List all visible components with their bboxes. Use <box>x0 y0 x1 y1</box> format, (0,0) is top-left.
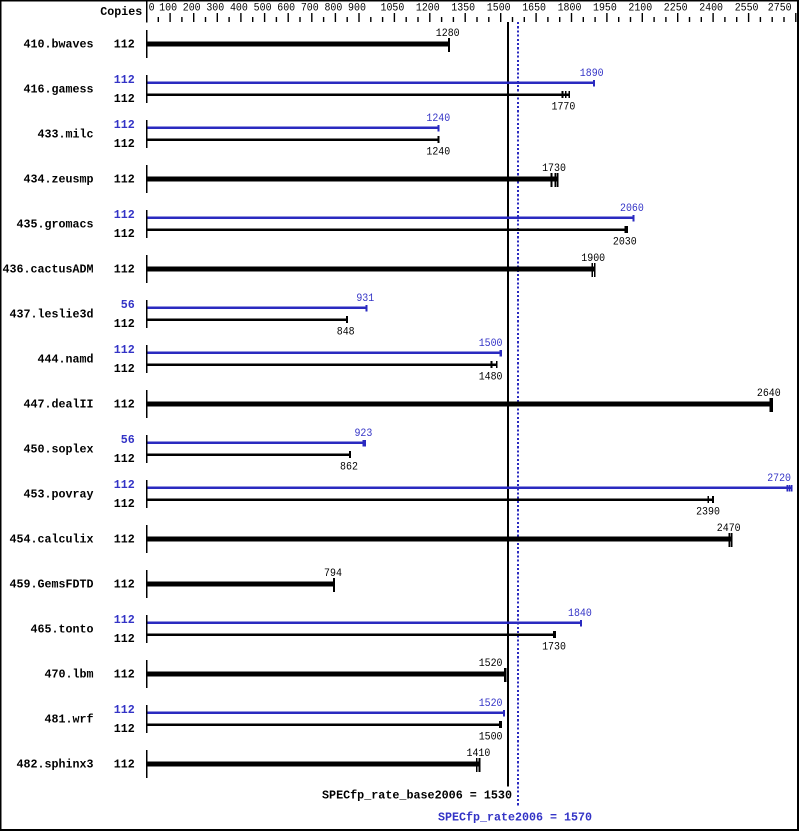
svg-text:112: 112 <box>114 478 135 492</box>
svg-text:465.tonto: 465.tonto <box>31 623 94 637</box>
svg-text:1520: 1520 <box>479 698 503 710</box>
svg-text:931: 931 <box>356 293 374 305</box>
svg-text:112: 112 <box>114 668 135 682</box>
svg-text:2640: 2640 <box>757 388 781 400</box>
svg-text:794: 794 <box>324 568 342 580</box>
svg-text:1900: 1900 <box>581 253 605 265</box>
svg-text:1730: 1730 <box>542 163 566 175</box>
svg-text:2750: 2750 <box>768 2 792 14</box>
svg-text:112: 112 <box>114 73 135 87</box>
svg-text:112: 112 <box>114 613 135 627</box>
svg-text:1500: 1500 <box>487 2 511 14</box>
svg-text:848: 848 <box>337 326 355 338</box>
svg-text:1650: 1650 <box>522 2 546 14</box>
svg-text:200: 200 <box>183 2 201 14</box>
svg-text:436.cactusADM: 436.cactusADM <box>3 263 94 277</box>
svg-text:454.calculix: 454.calculix <box>10 533 95 547</box>
svg-text:800: 800 <box>324 2 342 14</box>
svg-text:1350: 1350 <box>451 2 475 14</box>
svg-text:112: 112 <box>114 208 135 222</box>
svg-text:459.GemsFDTD: 459.GemsFDTD <box>10 578 94 592</box>
svg-text:1950: 1950 <box>593 2 617 14</box>
svg-text:112: 112 <box>114 173 135 187</box>
svg-text:1280: 1280 <box>436 28 460 40</box>
svg-text:Copies: Copies <box>100 5 142 19</box>
svg-text:1480: 1480 <box>479 371 503 383</box>
svg-text:112: 112 <box>114 703 135 717</box>
svg-text:1840: 1840 <box>568 608 592 620</box>
svg-text:1520: 1520 <box>479 658 503 670</box>
svg-text:2390: 2390 <box>696 506 720 518</box>
svg-text:410.bwaves: 410.bwaves <box>24 38 94 52</box>
svg-text:416.gamess: 416.gamess <box>24 83 94 97</box>
svg-text:900: 900 <box>348 2 366 14</box>
svg-text:2470: 2470 <box>717 523 741 535</box>
svg-text:1050: 1050 <box>381 2 405 14</box>
svg-text:112: 112 <box>114 398 135 412</box>
svg-text:2550: 2550 <box>735 2 759 14</box>
svg-text:2250: 2250 <box>664 2 688 14</box>
svg-text:600: 600 <box>277 2 295 14</box>
svg-text:112: 112 <box>114 632 135 646</box>
svg-text:112: 112 <box>114 227 135 241</box>
svg-text:112: 112 <box>114 38 135 52</box>
svg-text:112: 112 <box>114 362 135 376</box>
svg-text:923: 923 <box>354 428 372 440</box>
svg-text:300: 300 <box>206 2 224 14</box>
svg-text:56: 56 <box>121 298 135 312</box>
svg-text:2720: 2720 <box>767 473 791 485</box>
svg-text:112: 112 <box>114 452 135 466</box>
svg-text:112: 112 <box>114 578 135 592</box>
svg-text:1500: 1500 <box>479 338 503 350</box>
svg-text:56: 56 <box>121 433 135 447</box>
svg-text:112: 112 <box>114 497 135 511</box>
svg-text:433.milc: 433.milc <box>38 128 94 142</box>
svg-text:2400: 2400 <box>699 2 723 14</box>
svg-text:1500: 1500 <box>479 731 503 743</box>
svg-text:700: 700 <box>301 2 319 14</box>
svg-text:453.povray: 453.povray <box>24 488 95 502</box>
svg-text:112: 112 <box>114 317 135 331</box>
svg-text:112: 112 <box>114 137 135 151</box>
svg-text:470.lbm: 470.lbm <box>45 668 94 682</box>
svg-text:112: 112 <box>114 263 135 277</box>
svg-text:450.soplex: 450.soplex <box>24 443 95 457</box>
svg-text:112: 112 <box>114 722 135 736</box>
svg-text:0: 0 <box>149 2 155 14</box>
svg-text:481.wrf: 481.wrf <box>45 713 94 727</box>
svg-text:437.leslie3d: 437.leslie3d <box>10 308 94 322</box>
svg-text:444.namd: 444.namd <box>38 353 94 367</box>
svg-text:1730: 1730 <box>542 641 566 653</box>
svg-text:1240: 1240 <box>426 113 450 125</box>
svg-text:100: 100 <box>159 2 177 14</box>
svg-text:447.dealII: 447.dealII <box>24 398 94 412</box>
svg-text:482.sphinx3: 482.sphinx3 <box>17 758 94 772</box>
svg-text:2060: 2060 <box>620 203 644 215</box>
svg-text:862: 862 <box>340 461 358 473</box>
svg-text:1890: 1890 <box>580 68 604 80</box>
svg-text:2100: 2100 <box>628 2 652 14</box>
svg-text:400: 400 <box>230 2 248 14</box>
svg-text:112: 112 <box>114 533 135 547</box>
svg-text:112: 112 <box>114 758 135 772</box>
svg-text:112: 112 <box>114 118 135 132</box>
svg-text:112: 112 <box>114 343 135 357</box>
svg-text:434.zeusmp: 434.zeusmp <box>24 173 94 187</box>
svg-text:SPECfp_rate2006 = 1570: SPECfp_rate2006 = 1570 <box>438 810 592 824</box>
svg-text:435.gromacs: 435.gromacs <box>17 218 94 232</box>
svg-text:1800: 1800 <box>558 2 582 14</box>
svg-text:2030: 2030 <box>613 236 637 248</box>
svg-text:500: 500 <box>254 2 272 14</box>
svg-text:SPECfp_rate_base2006 = 1530: SPECfp_rate_base2006 = 1530 <box>322 788 512 802</box>
svg-text:1410: 1410 <box>467 748 491 760</box>
svg-text:112: 112 <box>114 92 135 106</box>
svg-text:1200: 1200 <box>416 2 440 14</box>
svg-text:1240: 1240 <box>426 146 450 158</box>
svg-text:1770: 1770 <box>552 101 576 113</box>
